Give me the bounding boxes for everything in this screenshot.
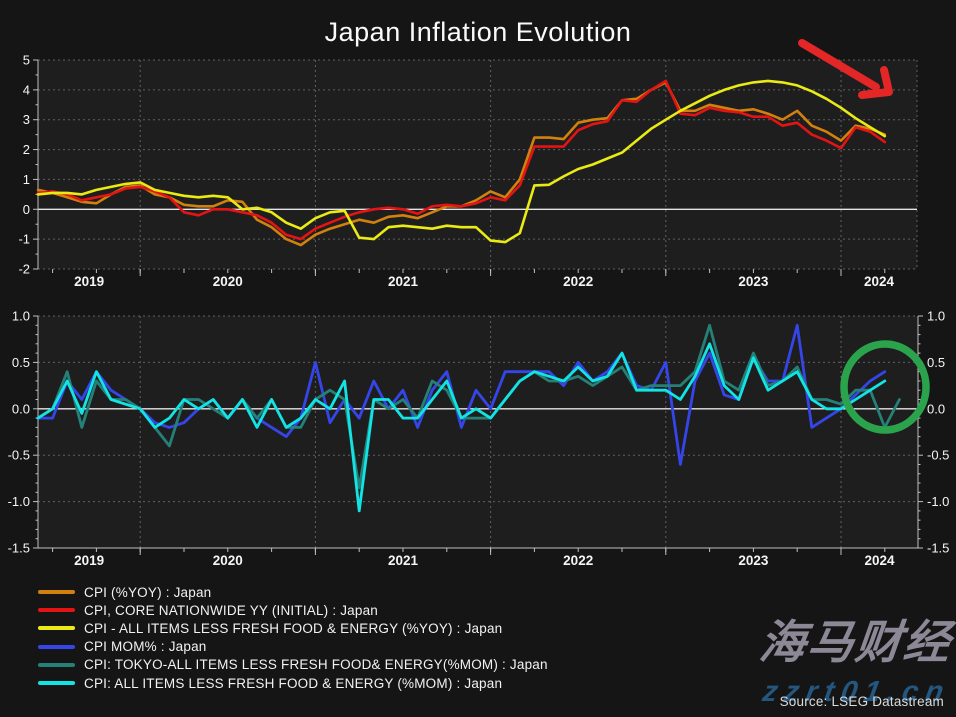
svg-text:2020: 2020 xyxy=(213,553,243,568)
source-attribution: Source: LSEG Datastream xyxy=(779,694,944,709)
svg-text:-0.5: -0.5 xyxy=(8,448,30,463)
down-arrow-annotation xyxy=(798,39,880,91)
page-title: Japan Inflation Evolution xyxy=(324,17,632,47)
svg-text:-2: -2 xyxy=(18,262,30,277)
legend-item: CPI - ALL ITEMS LESS FRESH FOOD & ENERGY… xyxy=(38,619,548,637)
legend: CPI (%YOY) : Japan CPI, CORE NATIONWIDE Y… xyxy=(38,583,548,692)
legend-item: CPI: ALL ITEMS LESS FRESH FOOD & ENERGY … xyxy=(38,674,548,692)
legend-label: CPI MOM% : Japan xyxy=(84,639,207,655)
legend-label: CPI: TOKYO-ALL ITEMS LESS FRESH FOOD& EN… xyxy=(84,657,548,673)
legend-swatch-4 xyxy=(38,662,75,667)
legend-label: CPI: ALL ITEMS LESS FRESH FOOD & ENERGY … xyxy=(84,675,503,691)
svg-text:0: 0 xyxy=(23,202,30,217)
svg-text:2021: 2021 xyxy=(388,553,419,568)
svg-text:2024: 2024 xyxy=(864,274,895,289)
svg-text:2: 2 xyxy=(23,142,30,157)
svg-text:1.0: 1.0 xyxy=(927,309,945,324)
svg-text:2022: 2022 xyxy=(563,274,593,289)
svg-text:-0.5: -0.5 xyxy=(927,448,949,463)
svg-text:3: 3 xyxy=(23,112,30,127)
legend-swatch-1 xyxy=(38,608,75,613)
svg-text:2022: 2022 xyxy=(563,553,593,568)
svg-text:0.5: 0.5 xyxy=(12,355,30,370)
svg-text:2024: 2024 xyxy=(864,553,895,568)
svg-text:1: 1 xyxy=(23,172,30,187)
svg-text:0.0: 0.0 xyxy=(927,401,945,416)
legend-label: CPI, CORE NATIONWIDE YY (INITIAL) : Japa… xyxy=(84,602,379,618)
highlight-circle-annotation xyxy=(840,340,930,434)
svg-text:-1: -1 xyxy=(18,232,30,247)
svg-text:0.0: 0.0 xyxy=(12,401,30,416)
watermark-brand: 海马财经 xyxy=(756,616,955,668)
svg-text:2023: 2023 xyxy=(738,274,769,289)
legend-item: CPI (%YOY) : Japan xyxy=(38,583,548,601)
svg-text:-1.5: -1.5 xyxy=(8,541,30,556)
legend-swatch-0 xyxy=(38,590,75,595)
legend-item: CPI MOM% : Japan xyxy=(38,638,548,656)
svg-text:-1.5: -1.5 xyxy=(927,541,949,556)
legend-item: CPI: TOKYO-ALL ITEMS LESS FRESH FOOD& EN… xyxy=(38,656,548,674)
svg-text:-1.0: -1.0 xyxy=(927,494,949,509)
svg-text:2023: 2023 xyxy=(738,553,769,568)
legend-label: CPI - ALL ITEMS LESS FRESH FOOD & ENERGY… xyxy=(84,620,503,636)
svg-text:2019: 2019 xyxy=(74,274,104,289)
svg-text:1.0: 1.0 xyxy=(12,309,30,324)
svg-text:2021: 2021 xyxy=(388,274,419,289)
legend-item: CPI, CORE NATIONWIDE YY (INITIAL) : Japa… xyxy=(38,601,548,619)
legend-swatch-2 xyxy=(38,626,75,631)
svg-text:0.5: 0.5 xyxy=(927,355,945,370)
svg-text:4: 4 xyxy=(23,82,30,97)
legend-label: CPI (%YOY) : Japan xyxy=(84,584,212,600)
legend-swatch-3 xyxy=(38,644,75,649)
svg-text:2020: 2020 xyxy=(213,274,243,289)
legend-swatch-5 xyxy=(38,681,75,686)
svg-text:5: 5 xyxy=(23,53,30,68)
svg-text:2019: 2019 xyxy=(74,553,104,568)
svg-text:-1.0: -1.0 xyxy=(8,494,30,509)
